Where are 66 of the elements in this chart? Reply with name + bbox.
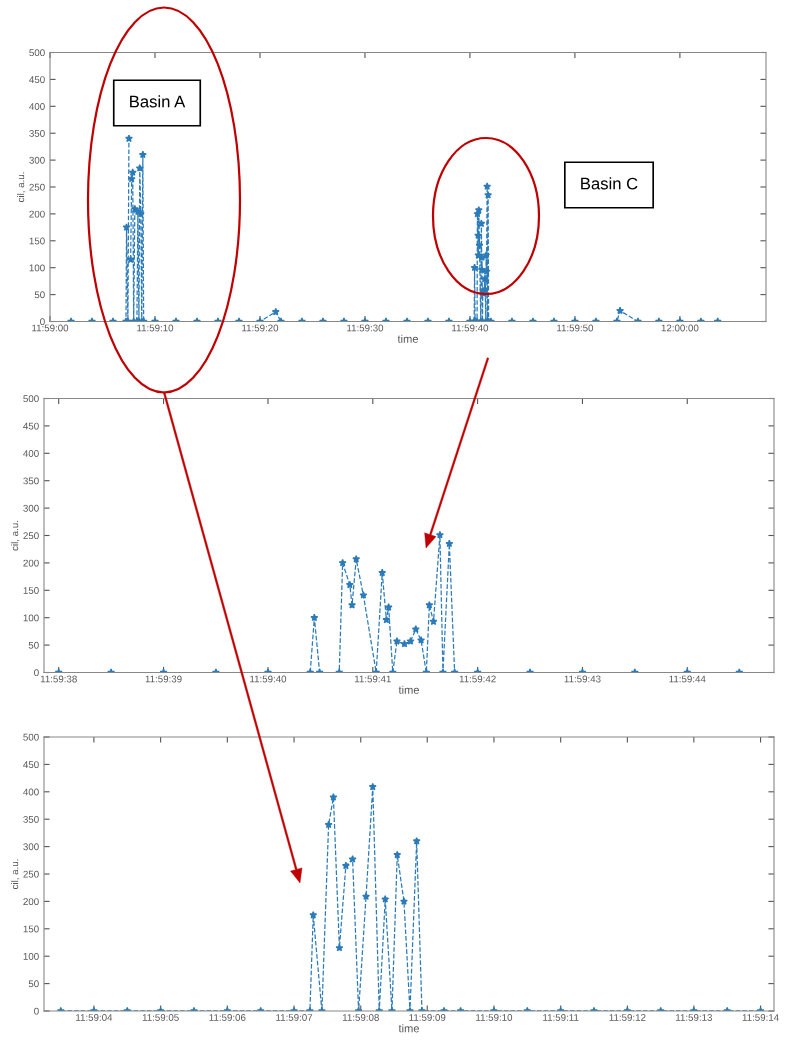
x-tick-label: 11:59:42: [459, 675, 496, 683]
annotation: Basin A: [130, 95, 186, 108]
y-tick-label: 250: [29, 183, 45, 191]
x-tick-label: 11:59:50: [557, 324, 594, 332]
x-tick-label: 11:59:14: [742, 1014, 779, 1021]
y-tick-label: 400: [29, 103, 45, 110]
x-tick-label: 11:59:30: [347, 324, 384, 332]
x-axis-title: time: [398, 685, 419, 694]
y-tick-label: 300: [23, 843, 39, 851]
x-tick-label: 11:59:09: [409, 1014, 446, 1021]
x-tick-label: 11:59:11: [543, 1014, 579, 1021]
x-tick-label: 11:59:40: [250, 675, 287, 683]
x-tick-label: 11:59:44: [669, 675, 706, 683]
y-tick-label: 350: [23, 477, 39, 485]
x-tick-label: 11:59:43: [564, 675, 601, 683]
y-tick-label: 0: [34, 1007, 39, 1015]
x-tick-label: 11:59:20: [242, 324, 279, 332]
y-tick-label: 100: [29, 264, 45, 272]
y-tick-label: 0: [40, 318, 45, 326]
x-tick-label: 11:59:07: [276, 1014, 313, 1021]
y-tick-label: 150: [23, 925, 39, 933]
y-axis-title: cil, a.u.: [17, 172, 26, 202]
y-tick-label: 300: [29, 156, 45, 164]
x-axis-title: time: [397, 334, 418, 343]
y-tick-label: 50: [34, 291, 45, 299]
y-tick-label: 250: [23, 870, 39, 878]
y-tick-label: 350: [23, 815, 39, 823]
y-tick-label: 150: [29, 237, 45, 245]
x-tick-label: 11:59:05: [142, 1014, 179, 1021]
x-tick-label: 11:59:08: [342, 1014, 379, 1021]
y-tick-label: 100: [23, 614, 39, 622]
x-tick-label: 11:59:00: [32, 324, 69, 332]
y-tick-label: 200: [29, 210, 45, 218]
x-tick-label: 11:59:40: [452, 324, 489, 332]
y-tick-label: 50: [28, 980, 39, 988]
y-tick-label: 50: [28, 641, 39, 649]
annotation: Basin C: [581, 177, 638, 190]
y-tick-label: 500: [29, 49, 45, 57]
y-tick-label: 100: [23, 952, 39, 960]
y-tick-label: 200: [23, 559, 39, 567]
y-tick-label: 0: [34, 669, 39, 677]
x-tick-label: 11:59:10: [137, 324, 174, 332]
y-tick-label: 200: [23, 898, 39, 906]
y-tick-label: 350: [29, 129, 45, 137]
y-axis-title: cil, a.u.: [11, 520, 20, 551]
y-tick-label: 450: [29, 76, 45, 84]
y-tick-label: 250: [23, 532, 39, 540]
y-axis-title: cil, a.u.: [11, 859, 20, 889]
y-tick-label: 450: [23, 422, 39, 430]
x-tick-label: 11:59:13: [676, 1014, 712, 1021]
y-tick-label: 400: [23, 450, 39, 457]
x-tick-label: 11:59:12: [609, 1014, 646, 1021]
x-tick-label: 11:59:04: [76, 1014, 113, 1021]
x-tick-label: 11:59:10: [476, 1014, 513, 1021]
x-tick-label: 11:59:39: [145, 675, 182, 683]
x-tick-label: 11:59:41: [354, 675, 391, 683]
y-tick-label: 500: [23, 733, 39, 741]
y-tick-label: 150: [23, 587, 39, 594]
y-tick-label: 500: [23, 395, 39, 403]
x-tick-label: 12:00:00: [661, 324, 699, 332]
x-tick-label: 11:59:06: [209, 1014, 246, 1021]
x-tick-label: 11:59:38: [40, 675, 77, 683]
y-tick-label: 450: [23, 761, 39, 769]
y-tick-label: 400: [23, 788, 39, 796]
x-axis-title: time: [398, 1024, 419, 1033]
y-tick-label: 300: [23, 504, 39, 512]
